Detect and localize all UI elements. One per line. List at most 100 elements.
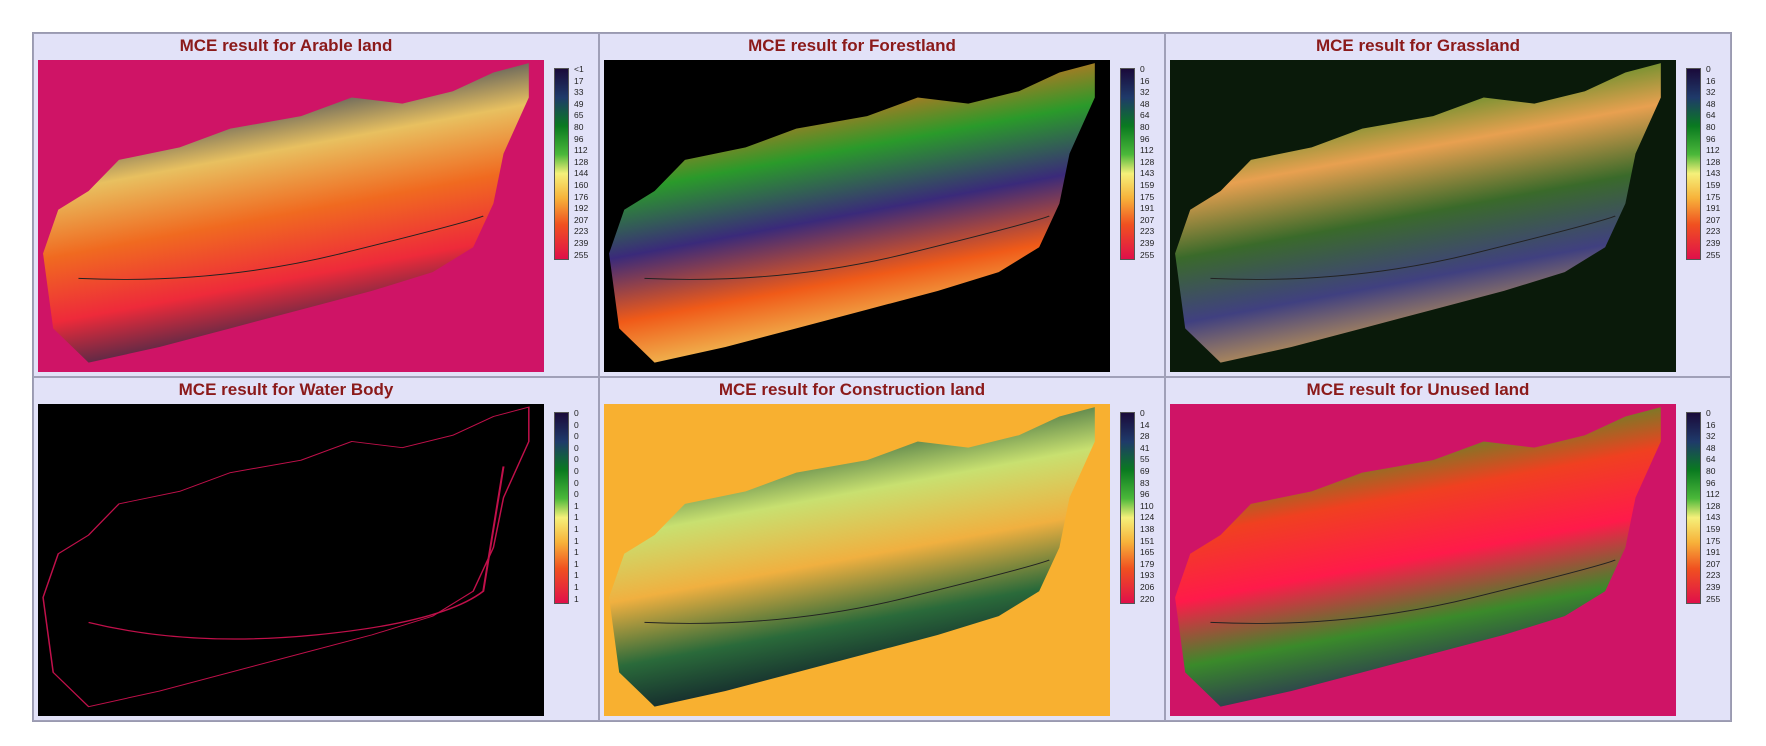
legend-label: 80 xyxy=(1706,466,1716,476)
legend-label: 17 xyxy=(574,75,584,86)
legend-label: 239 xyxy=(1706,238,1721,248)
legend-label: 223 xyxy=(1706,570,1721,581)
legend-label: 96 xyxy=(1706,133,1716,144)
legend-label: 239 xyxy=(574,238,589,248)
legend-label: 28 xyxy=(1140,431,1150,442)
legend-label: 207 xyxy=(1706,558,1721,569)
legend-label: 0 xyxy=(574,466,579,476)
legend-label: 69 xyxy=(1140,466,1150,476)
legend-label: 143 xyxy=(1706,512,1721,523)
legend-label: 1 xyxy=(574,500,579,511)
legend-label: 159 xyxy=(1706,524,1721,534)
panel-title: MCE result for Water Body xyxy=(178,380,394,399)
legend-label: 112 xyxy=(574,145,588,156)
panel-title: MCE result for Construction land xyxy=(718,380,986,399)
legend-label: 239 xyxy=(1140,238,1155,248)
panel-title: MCE result for Forestland xyxy=(748,36,956,55)
legend-label: 151 xyxy=(1140,535,1155,546)
legend-label: 191 xyxy=(1706,547,1721,558)
legend-label: 143 xyxy=(1706,168,1721,179)
legend-label: 179 xyxy=(1140,558,1155,569)
legend-label: 64 xyxy=(1706,454,1716,465)
panel-title: MCE result for Grassland xyxy=(1315,36,1521,55)
legend-label: 96 xyxy=(1706,477,1716,488)
legend-label: 255 xyxy=(1706,593,1721,604)
legend-label: 0 xyxy=(1140,408,1145,418)
legend-label: 32 xyxy=(1706,87,1716,98)
legend-label: 83 xyxy=(1140,477,1150,488)
legend-label: 255 xyxy=(1140,249,1155,260)
legend-label: 206 xyxy=(1140,582,1155,592)
legend-label: 1 xyxy=(574,535,579,546)
legend-label: 175 xyxy=(1140,191,1155,202)
legend-label: 138 xyxy=(1140,524,1155,534)
legend-label: 128 xyxy=(1706,500,1721,511)
legend-label: 175 xyxy=(1706,535,1721,546)
legend-label: 191 xyxy=(1140,203,1155,214)
legend-label: 128 xyxy=(1706,156,1721,167)
legend-label: 80 xyxy=(574,122,584,132)
legend-label: 64 xyxy=(1140,110,1150,121)
legend-label: 41 xyxy=(1140,442,1150,453)
legend-label: 1 xyxy=(574,524,579,534)
legend-label: 32 xyxy=(1140,87,1150,98)
map-image xyxy=(604,60,1110,372)
legend-label: 207 xyxy=(1140,214,1155,225)
legend-label: 1 xyxy=(574,593,579,604)
legend-label: 1 xyxy=(574,570,579,581)
map-image xyxy=(604,404,1110,716)
legend-label: 223 xyxy=(1140,226,1155,237)
figure: MCE result for Arable land <1 17 33 49 65 80 96… xyxy=(32,32,1732,722)
legend-label: 124 xyxy=(1140,512,1155,523)
legend-label: 143 xyxy=(1140,168,1155,179)
legend-label: 80 xyxy=(1706,122,1716,132)
legend-label: 207 xyxy=(1706,214,1721,225)
legend-label: 112 xyxy=(1706,145,1720,156)
legend-label: 128 xyxy=(1140,156,1155,167)
legend-label: 193 xyxy=(1140,570,1155,581)
legend-label: 223 xyxy=(1706,226,1721,237)
legend-label: 159 xyxy=(1706,180,1721,190)
legend-label: 128 xyxy=(574,156,589,167)
legend-label: 48 xyxy=(1706,442,1716,453)
color-ramp xyxy=(1686,412,1701,604)
legend-label: 0 xyxy=(574,477,579,488)
map-panel: MCE result for Unused land 0 16 32 48 64 80 96 1… xyxy=(1165,377,1731,721)
legend-label: 0 xyxy=(574,431,579,442)
legend-label: 192 xyxy=(574,203,589,214)
legend-label: 1 xyxy=(574,582,579,592)
legend-label: 32 xyxy=(1706,431,1716,442)
legend-label: 112 xyxy=(1706,489,1720,500)
legend-label: 80 xyxy=(1140,122,1150,132)
color-ramp xyxy=(1120,412,1135,604)
map-image xyxy=(38,404,544,716)
color-ramp xyxy=(554,412,569,604)
legend-label: 159 xyxy=(1140,180,1155,190)
legend-label: 33 xyxy=(574,87,584,98)
map-panel: MCE result for Arable land <1 17 33 49 65 80 96… xyxy=(33,33,599,377)
legend-label: 0 xyxy=(574,442,579,453)
color-ramp xyxy=(1120,68,1135,260)
legend-label: 16 xyxy=(1706,419,1716,430)
legend-label: 48 xyxy=(1706,98,1716,109)
color-ramp xyxy=(1686,68,1701,260)
legend-label: 0 xyxy=(1140,64,1145,74)
legend-label: 48 xyxy=(1140,98,1150,109)
legend-label: 0 xyxy=(574,408,579,418)
legend-label: 144 xyxy=(574,168,589,179)
legend-label: 14 xyxy=(1140,419,1150,430)
legend-label: 255 xyxy=(574,249,589,260)
panel-title: MCE result for Unused land xyxy=(1306,380,1530,399)
legend-label: <1 xyxy=(574,64,584,74)
legend-label: 1 xyxy=(574,558,579,569)
legend-label: 96 xyxy=(574,133,584,144)
map-image xyxy=(1170,60,1676,372)
legend-label: 1 xyxy=(574,547,579,558)
legend-label: 207 xyxy=(574,214,589,225)
legend-label: 176 xyxy=(574,191,589,202)
map-panel: MCE result for Forestland 0 16 32 48 64 80 96 11… xyxy=(599,33,1165,377)
legend-label: 96 xyxy=(1140,133,1150,144)
legend-label: 0 xyxy=(574,489,579,500)
legend-label: 191 xyxy=(1706,203,1721,214)
legend-label: 165 xyxy=(1140,547,1155,558)
